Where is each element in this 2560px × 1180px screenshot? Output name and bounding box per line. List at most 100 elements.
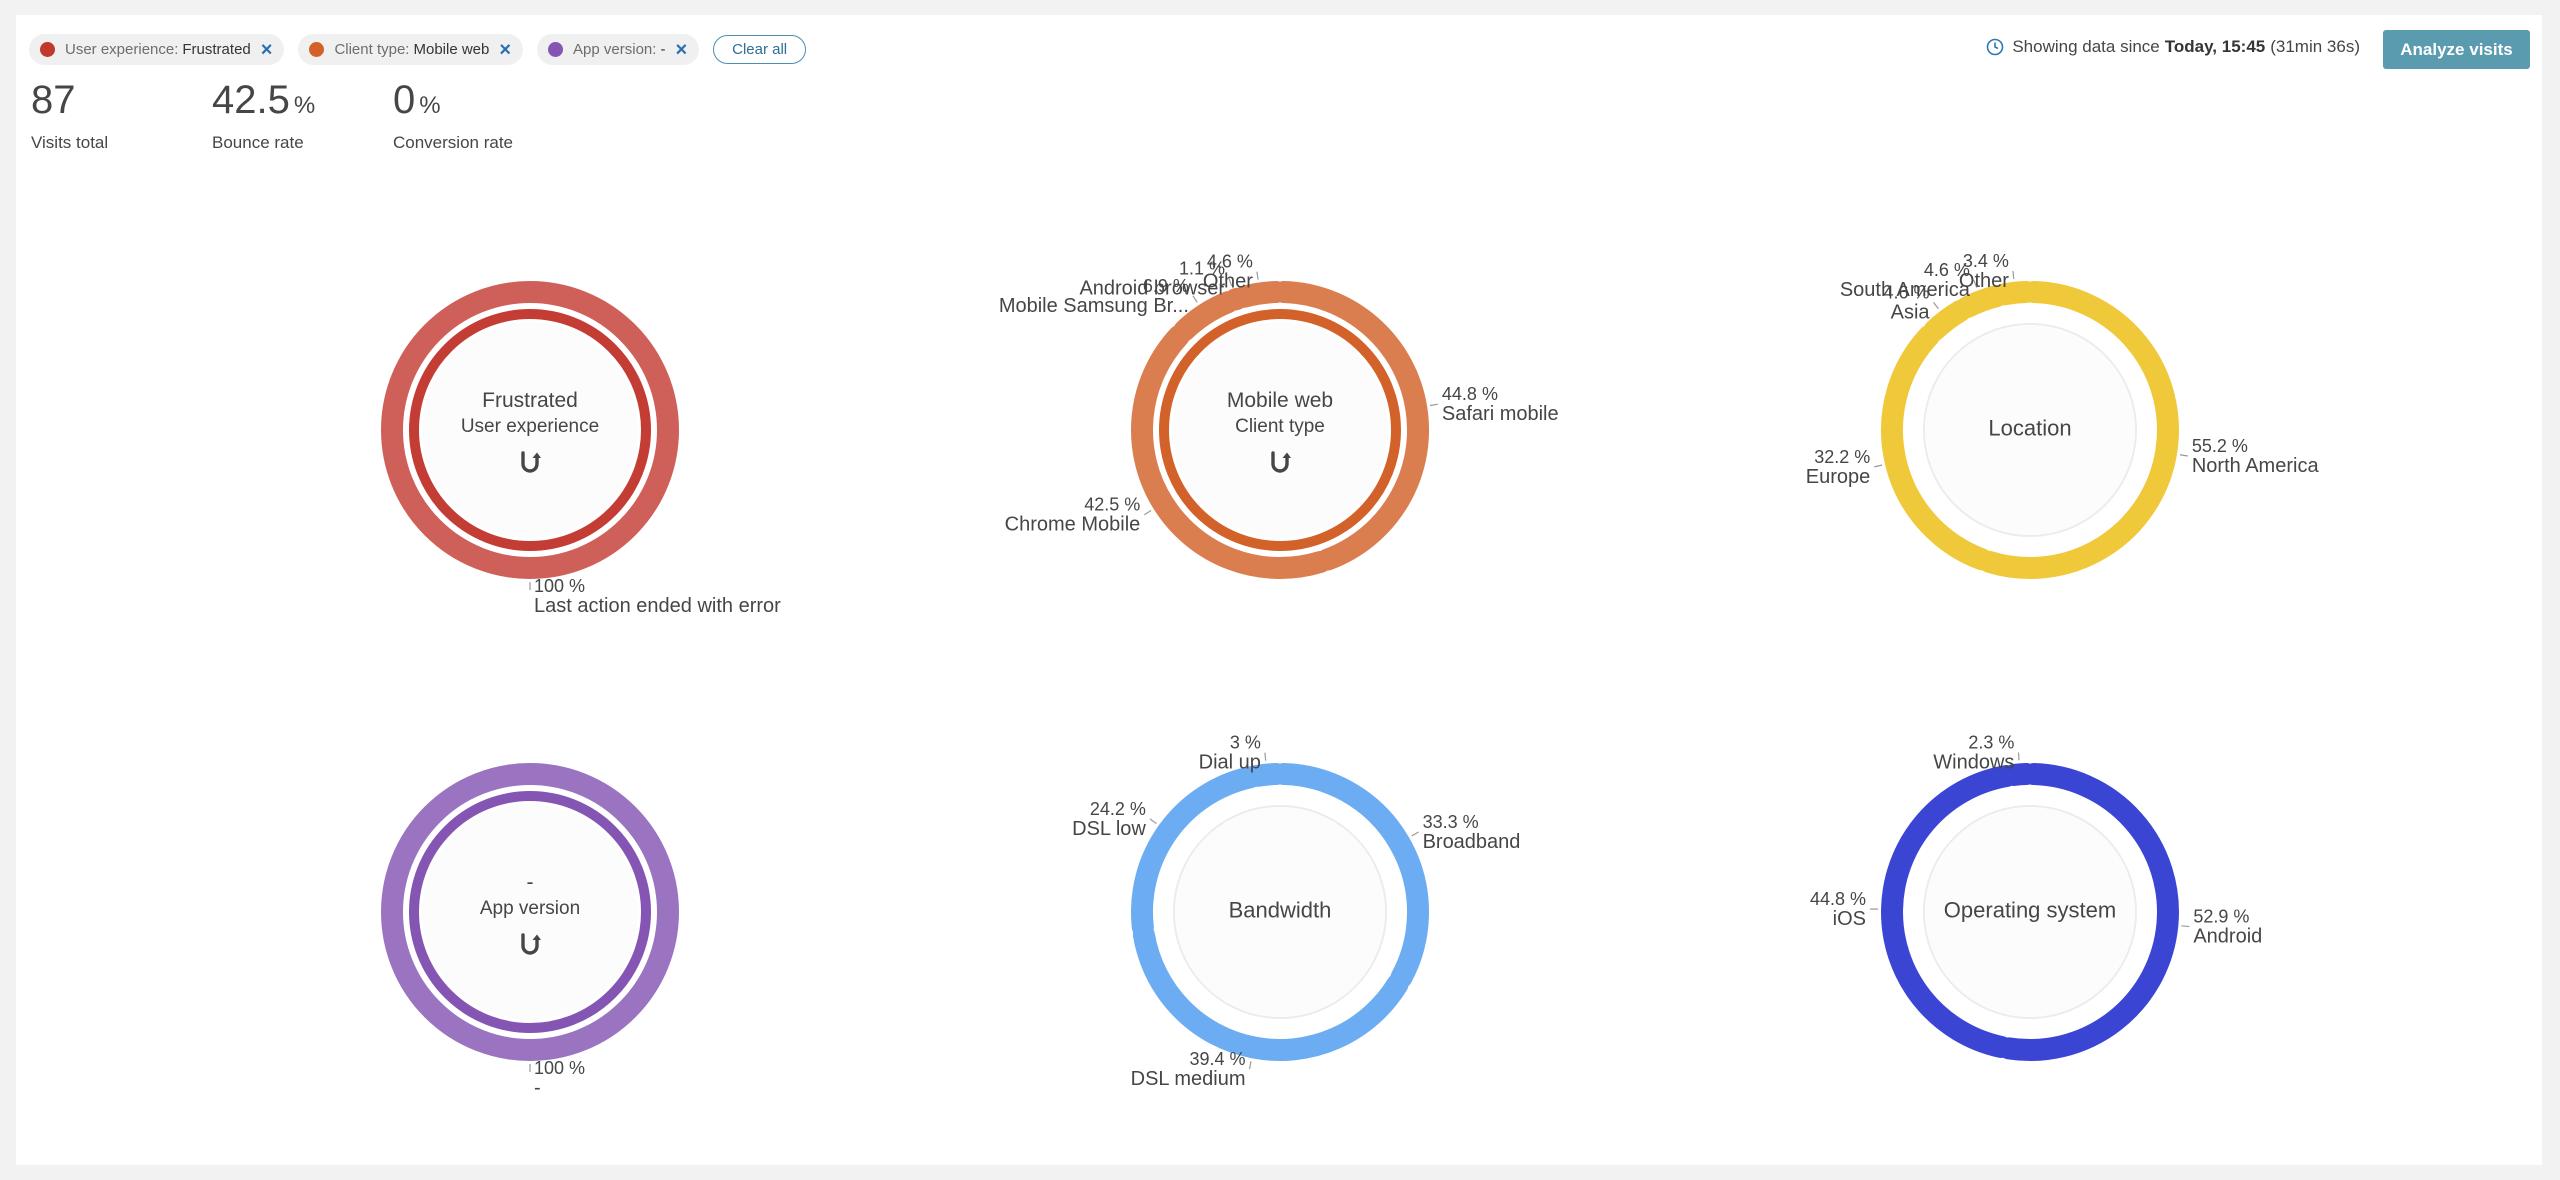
label-leader xyxy=(1228,278,1233,287)
slice-name-label: Dial up xyxy=(1199,752,1261,774)
selected-ring xyxy=(1159,309,1401,551)
filter-chip-user-experience[interactable]: User experience: Frustrated × xyxy=(29,34,285,65)
reset-icon[interactable] xyxy=(1271,451,1291,473)
slice-dsl-medium[interactable] xyxy=(1132,924,1409,1061)
slice-name-label: Other xyxy=(1203,271,1253,293)
slice-android[interactable] xyxy=(1997,763,2179,1061)
metric-unit: % xyxy=(419,92,441,119)
donut-chart-operating-system[interactable]: 52.9 %Android 44.8 %iOS 2.3 %Windows Operat… xyxy=(1810,732,2262,1061)
filter-value: Mobile web xyxy=(413,41,490,58)
slice-percent-label: 55.2 % xyxy=(2192,436,2248,456)
donut-chart-client-type[interactable]: 44.8 %Safari mobile 42.5 %Chrome Mobile 6.… xyxy=(999,252,1559,579)
slice-dial-up[interactable] xyxy=(1246,763,1288,787)
slice-other[interactable] xyxy=(1233,281,1288,308)
slice-north-america[interactable] xyxy=(1978,281,2179,579)
filter-value: Frustrated xyxy=(182,41,251,58)
donut-center-value: - xyxy=(527,871,534,894)
label-leader xyxy=(1973,279,1978,288)
slice-name-label: Broadband xyxy=(1423,831,1521,853)
slice-windows[interactable] xyxy=(2002,763,2038,786)
label-leader xyxy=(1192,295,1198,303)
donut-center[interactable] xyxy=(1925,325,2135,535)
slice-chrome-mobile[interactable] xyxy=(1131,324,1332,579)
donut-center[interactable] xyxy=(422,804,638,1020)
data-since-info: Showing data since Today, 15:45 (31min 3… xyxy=(1986,37,2360,57)
donut-center[interactable] xyxy=(1175,807,1385,1017)
close-icon[interactable]: × xyxy=(260,38,273,61)
slice-name-label: Windows xyxy=(1933,751,2014,773)
metric-value: 42.5 xyxy=(212,78,290,122)
since-prefix: Showing data since xyxy=(2012,37,2160,56)
label-leader xyxy=(1411,831,1419,837)
filter-chip-client-type[interactable]: Client type: Mobile web × xyxy=(298,34,524,65)
slice-south-america[interactable] xyxy=(1955,285,2008,319)
close-icon[interactable]: × xyxy=(675,38,688,61)
reset-icon[interactable] xyxy=(521,933,541,955)
filter-key: Client type: xyxy=(334,41,410,58)
label-leader xyxy=(1149,818,1157,825)
slice-broadband[interactable] xyxy=(1272,763,1429,989)
slice-percent-label: 1.1 % xyxy=(1179,258,1225,278)
slice-percent-label: 100 % xyxy=(534,576,585,596)
slice-name-label: Chrome Mobile xyxy=(1005,514,1141,536)
clock-icon xyxy=(1987,38,2004,56)
slice-percent-label: 44.8 % xyxy=(1810,889,1866,909)
slice-europe[interactable] xyxy=(1881,324,1994,571)
slice-ios[interactable] xyxy=(1881,765,2018,1058)
donut-chart-bandwidth[interactable]: 33.3 %Broadband 39.4 %DSL medium 24.2 %DSL… xyxy=(1072,733,1520,1090)
filter-key: User experience: xyxy=(65,41,179,58)
slice-percent-label: 39.4 % xyxy=(1189,1049,1245,1069)
selected-ring xyxy=(409,309,651,551)
slice-percent-label: 42.5 % xyxy=(1084,495,1140,515)
label-leader xyxy=(1264,752,1267,761)
label-leader xyxy=(1256,271,1259,280)
slice-[interactable] xyxy=(381,763,679,1061)
clear-all-button[interactable]: Clear all xyxy=(713,35,807,64)
donut-center[interactable] xyxy=(1925,807,2135,1017)
metric-value: 0 xyxy=(393,78,416,122)
analyze-visits-button[interactable]: Analyze visits xyxy=(2383,30,2530,69)
slice-name-label: Android xyxy=(2193,926,2262,948)
slice-name-label: Europe xyxy=(1806,466,1871,488)
slice-last-action-ended-with-error[interactable] xyxy=(381,281,679,579)
slice-other[interactable] xyxy=(1993,281,2038,306)
close-icon[interactable]: × xyxy=(499,38,512,61)
slice-percent-label: 24.2 % xyxy=(1090,799,1146,819)
metric-label: Bounce rate xyxy=(212,133,304,152)
filter-chip-app-version[interactable]: App version: - × xyxy=(537,34,700,65)
label-leader xyxy=(2017,752,2020,761)
metric-bounce-rate: 42.5% Bounce rate xyxy=(212,78,315,153)
slice-name-label: Mobile Samsung Br... xyxy=(999,295,1189,317)
donut-center-title: Location xyxy=(1988,416,2071,441)
slice-asia[interactable] xyxy=(1923,299,1972,342)
slice-name-label: Last action ended with error xyxy=(534,595,781,617)
donut-center[interactable] xyxy=(1172,322,1388,538)
slice-name-label: South America xyxy=(1840,279,1971,301)
label-leader xyxy=(2181,925,2190,928)
slice-name-label: - xyxy=(534,1077,541,1099)
slice-percent-label: 52.9 % xyxy=(2193,907,2249,927)
filter-color-dot xyxy=(309,42,325,57)
donut-center-title: Client type xyxy=(1235,416,1325,437)
label-leader xyxy=(1248,1061,1252,1070)
slice-percent-label: 44.8 % xyxy=(1442,384,1498,404)
metric-label: Visits total xyxy=(31,133,109,152)
donut-chart-user-experience[interactable]: 100 %Last action ended with error Frustra… xyxy=(381,281,781,617)
label-leader xyxy=(2012,270,2015,279)
donut-center-value: Mobile web xyxy=(1227,389,1333,412)
donut-center[interactable] xyxy=(422,322,638,538)
reset-icon[interactable] xyxy=(521,451,541,473)
metric-conversion-rate: 0% Conversion rate xyxy=(393,78,513,153)
slice-safari-mobile[interactable] xyxy=(1272,281,1430,571)
donut-chart-app-version[interactable]: 100 %--App version xyxy=(381,763,679,1099)
slice-name-label: Android browser xyxy=(1079,277,1225,299)
slice-percent-label: 33.3 % xyxy=(1423,812,1479,832)
slice-percent-label: 4.6 % xyxy=(1924,260,1970,280)
inner-ring xyxy=(1923,805,2137,1019)
metric-unit: % xyxy=(293,92,316,119)
filter-color-dot xyxy=(548,42,564,57)
slice-percent-label: 4.6 % xyxy=(1884,282,1930,302)
filter-key: App version: xyxy=(573,41,657,58)
slice-dsl-low[interactable] xyxy=(1131,766,1262,939)
